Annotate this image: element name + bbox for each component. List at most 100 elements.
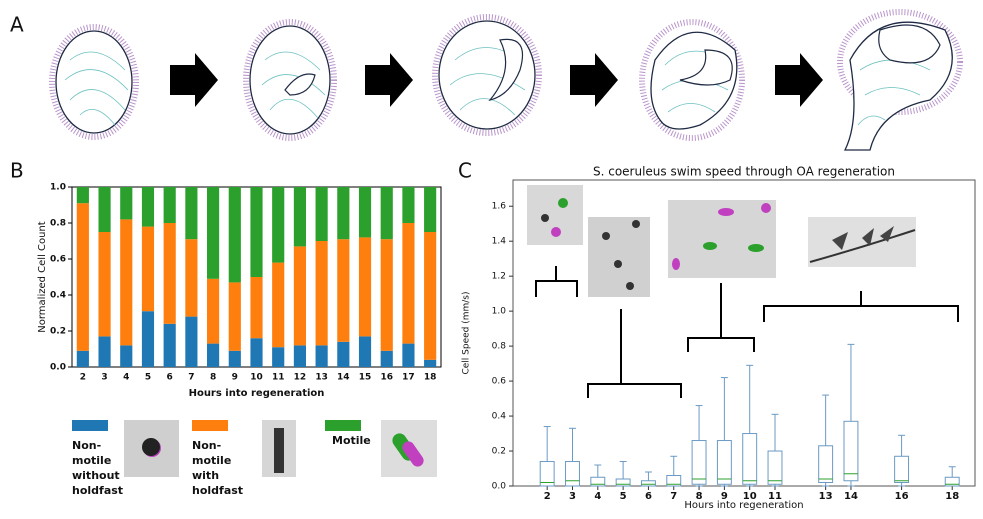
panel-label: C: [458, 159, 472, 183]
bar-segment: [293, 246, 306, 346]
bar-segment: [141, 311, 155, 367]
bar-segment: [228, 187, 241, 283]
bar-segment: [228, 350, 241, 367]
box: [666, 475, 682, 487]
cell-diagram: [49, 9, 963, 151]
x-tick-label: 7: [670, 491, 677, 502]
box: [742, 433, 758, 485]
legend-swatch: [72, 420, 108, 431]
y-tick-label: 1.0: [50, 183, 66, 193]
x-tick-label: 3: [101, 373, 107, 383]
y-tick-label: 0.6: [492, 377, 507, 387]
y-tick-label: 0.0: [492, 482, 507, 492]
bar-segment: [315, 345, 328, 367]
x-tick-label: 4: [123, 373, 129, 383]
legend-image: [381, 420, 437, 477]
x-tick-label: 4: [594, 491, 601, 502]
x-tick-label: 8: [210, 373, 216, 383]
legend-label: Non-motile without holdfast: [72, 439, 124, 497]
x-tick-label: 2: [544, 491, 551, 502]
x-tick-label: 17: [402, 373, 415, 383]
box: [640, 480, 656, 487]
x-tick-label: 9: [721, 491, 728, 502]
bar-segment: [272, 187, 285, 263]
x-tick-label: 14: [337, 373, 350, 383]
bar-segment: [315, 187, 328, 241]
y-tick-label: 0.2: [492, 447, 506, 457]
bar-segment: [141, 226, 155, 312]
box: [691, 440, 707, 485]
x-tick-label: 13: [819, 491, 833, 502]
bar-segment: [424, 232, 437, 360]
x-tick-label: 10: [743, 491, 757, 502]
box: [565, 461, 580, 487]
y-tick-label: 0.4: [50, 291, 66, 301]
micrograph-insets: [527, 185, 959, 398]
bar-segment: [380, 187, 393, 240]
y-tick-label: 0.2: [50, 327, 66, 337]
legend-image: [124, 420, 179, 477]
y-tick-label: 1.4: [492, 237, 507, 247]
bar-segment: [337, 239, 350, 342]
box: [539, 461, 555, 487]
bar-segment: [185, 316, 198, 367]
plot-frame: [512, 179, 976, 487]
bar-segment: [76, 350, 89, 367]
legend-label: Non-motile with holdfast: [192, 439, 244, 497]
legend-image: [262, 420, 296, 477]
legend-label: Motile: [332, 434, 371, 447]
bar-segment: [337, 341, 350, 367]
x-tick-label: 6: [645, 491, 652, 502]
bar-segment: [293, 187, 306, 247]
bar-segment: [76, 203, 89, 351]
x-tick-label: 16: [895, 491, 909, 502]
bar-segment: [76, 187, 89, 204]
x-tick-label: 8: [696, 491, 703, 502]
x-tick-label: 14: [844, 491, 858, 502]
bar-segment: [163, 323, 176, 367]
bar-segment: [272, 262, 285, 348]
box: [590, 476, 606, 487]
bar-segment: [250, 338, 263, 367]
bar-segment: [185, 239, 198, 317]
y-tick-label: 0.8: [492, 342, 507, 352]
bar-segment: [250, 277, 263, 339]
legend-swatch: [192, 420, 228, 431]
y-axis-label: Cell Speed (mm/s): [462, 291, 472, 374]
x-tick-label: 11: [768, 491, 782, 502]
bar-segment: [120, 219, 133, 346]
bar-segment: [358, 336, 372, 367]
bar-segment: [358, 237, 372, 337]
bar-segment: [163, 187, 176, 223]
chart-title: S. coeruleus swim speed through OA regen…: [593, 165, 895, 179]
bar-segment: [207, 187, 220, 279]
bar-segment: [120, 187, 133, 220]
bar-segment: [207, 278, 220, 344]
box: [716, 440, 732, 485]
bar-segment: [402, 223, 415, 344]
x-tick-label: 18: [424, 373, 437, 383]
y-axis-label: Normalized Cell Count: [37, 221, 48, 333]
box: [818, 445, 834, 484]
bar-segment: [380, 239, 393, 351]
bar-segment: [402, 187, 415, 223]
bar-segment: [315, 241, 328, 346]
bar-segment: [98, 232, 111, 337]
box: [843, 420, 859, 482]
x-tick-label: 2: [80, 373, 86, 383]
x-tick-label: 9: [232, 373, 238, 383]
x-tick-label: 16: [380, 373, 393, 383]
x-tick-label: 7: [188, 373, 194, 383]
panel-label: B: [10, 159, 24, 183]
y-tick-label: 0.6: [50, 255, 66, 265]
box: [767, 450, 783, 485]
x-tick-label: 10: [250, 373, 263, 383]
bar-segment: [163, 223, 176, 324]
x-tick-label: 5: [145, 373, 151, 383]
x-tick-label: 18: [945, 491, 959, 502]
y-tick-label: 1.6: [492, 202, 507, 212]
box: [944, 476, 960, 487]
x-axis-label: Hours into regeneration: [189, 388, 325, 399]
bar-segment: [250, 187, 263, 277]
